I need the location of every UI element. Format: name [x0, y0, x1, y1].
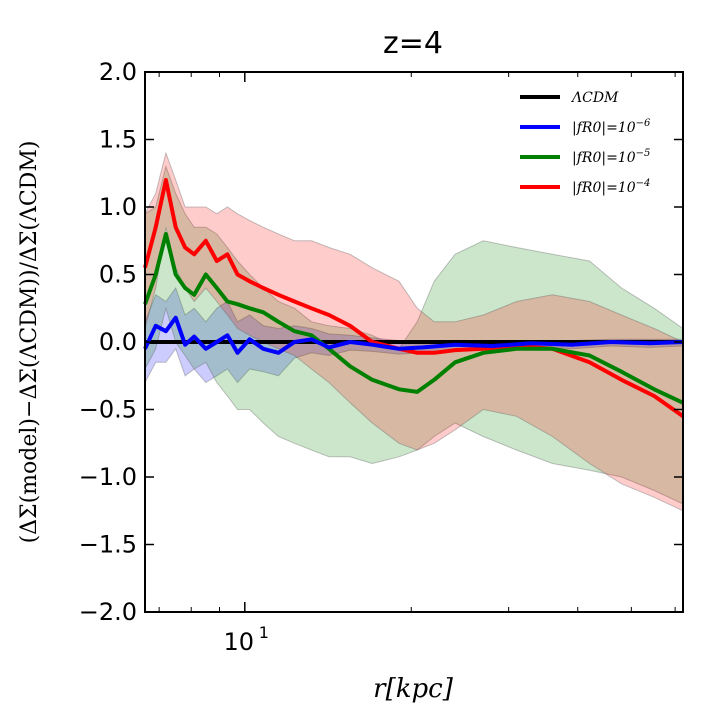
y-axis-label-text: (ΔΣ(model)−ΔΣ(ΛCDM))/ΔΣ(ΛCDM)	[17, 141, 42, 544]
series-lines	[143, 178, 685, 418]
x-tick-label: 10	[224, 628, 255, 656]
y-tick-label: −2.0	[79, 598, 137, 626]
y-tick-label: 2.0	[99, 58, 137, 86]
y-tick-label: −1.0	[79, 463, 137, 491]
x-axis-label: r[kpc]	[373, 674, 454, 704]
y-axis-ticks: 2.0 1.5 1.0 0.5 0.0 −0.5 −1.0 −1.5 −2.0	[79, 58, 683, 626]
y-tick-label: −1.5	[79, 531, 137, 559]
legend-label-3: |fR0|=10−4	[572, 178, 650, 196]
y-tick-label: 1.0	[99, 193, 137, 221]
x-tick-exponent: 1	[259, 623, 269, 642]
y-tick-label: 0.0	[99, 328, 137, 356]
x-axis-label-text: r[kpc]	[373, 674, 454, 704]
x-axis-ticks: 10 1	[158, 72, 676, 656]
series-line-1	[143, 315, 684, 355]
error-bands	[144, 151, 684, 512]
legend-label-0: ΛCDM	[570, 90, 619, 106]
legend: ΛCDM |fR0|=10−6 |fR0|=10−5 |fR0|=10−4	[520, 90, 651, 196]
y-tick-label: 1.5	[99, 126, 137, 154]
legend-label-1: |fR0|=10−6	[572, 118, 651, 136]
chart-title: z=4	[383, 26, 443, 61]
y-tick-label: 0.5	[99, 261, 137, 289]
y-tick-label: −0.5	[79, 396, 137, 424]
y-axis-label: (ΔΣ(model)−ΔΣ(ΛCDM))/ΔΣ(ΛCDM)	[17, 141, 42, 544]
series-line-2	[143, 232, 684, 405]
legend-label-2: |fR0|=10−5	[572, 148, 650, 166]
